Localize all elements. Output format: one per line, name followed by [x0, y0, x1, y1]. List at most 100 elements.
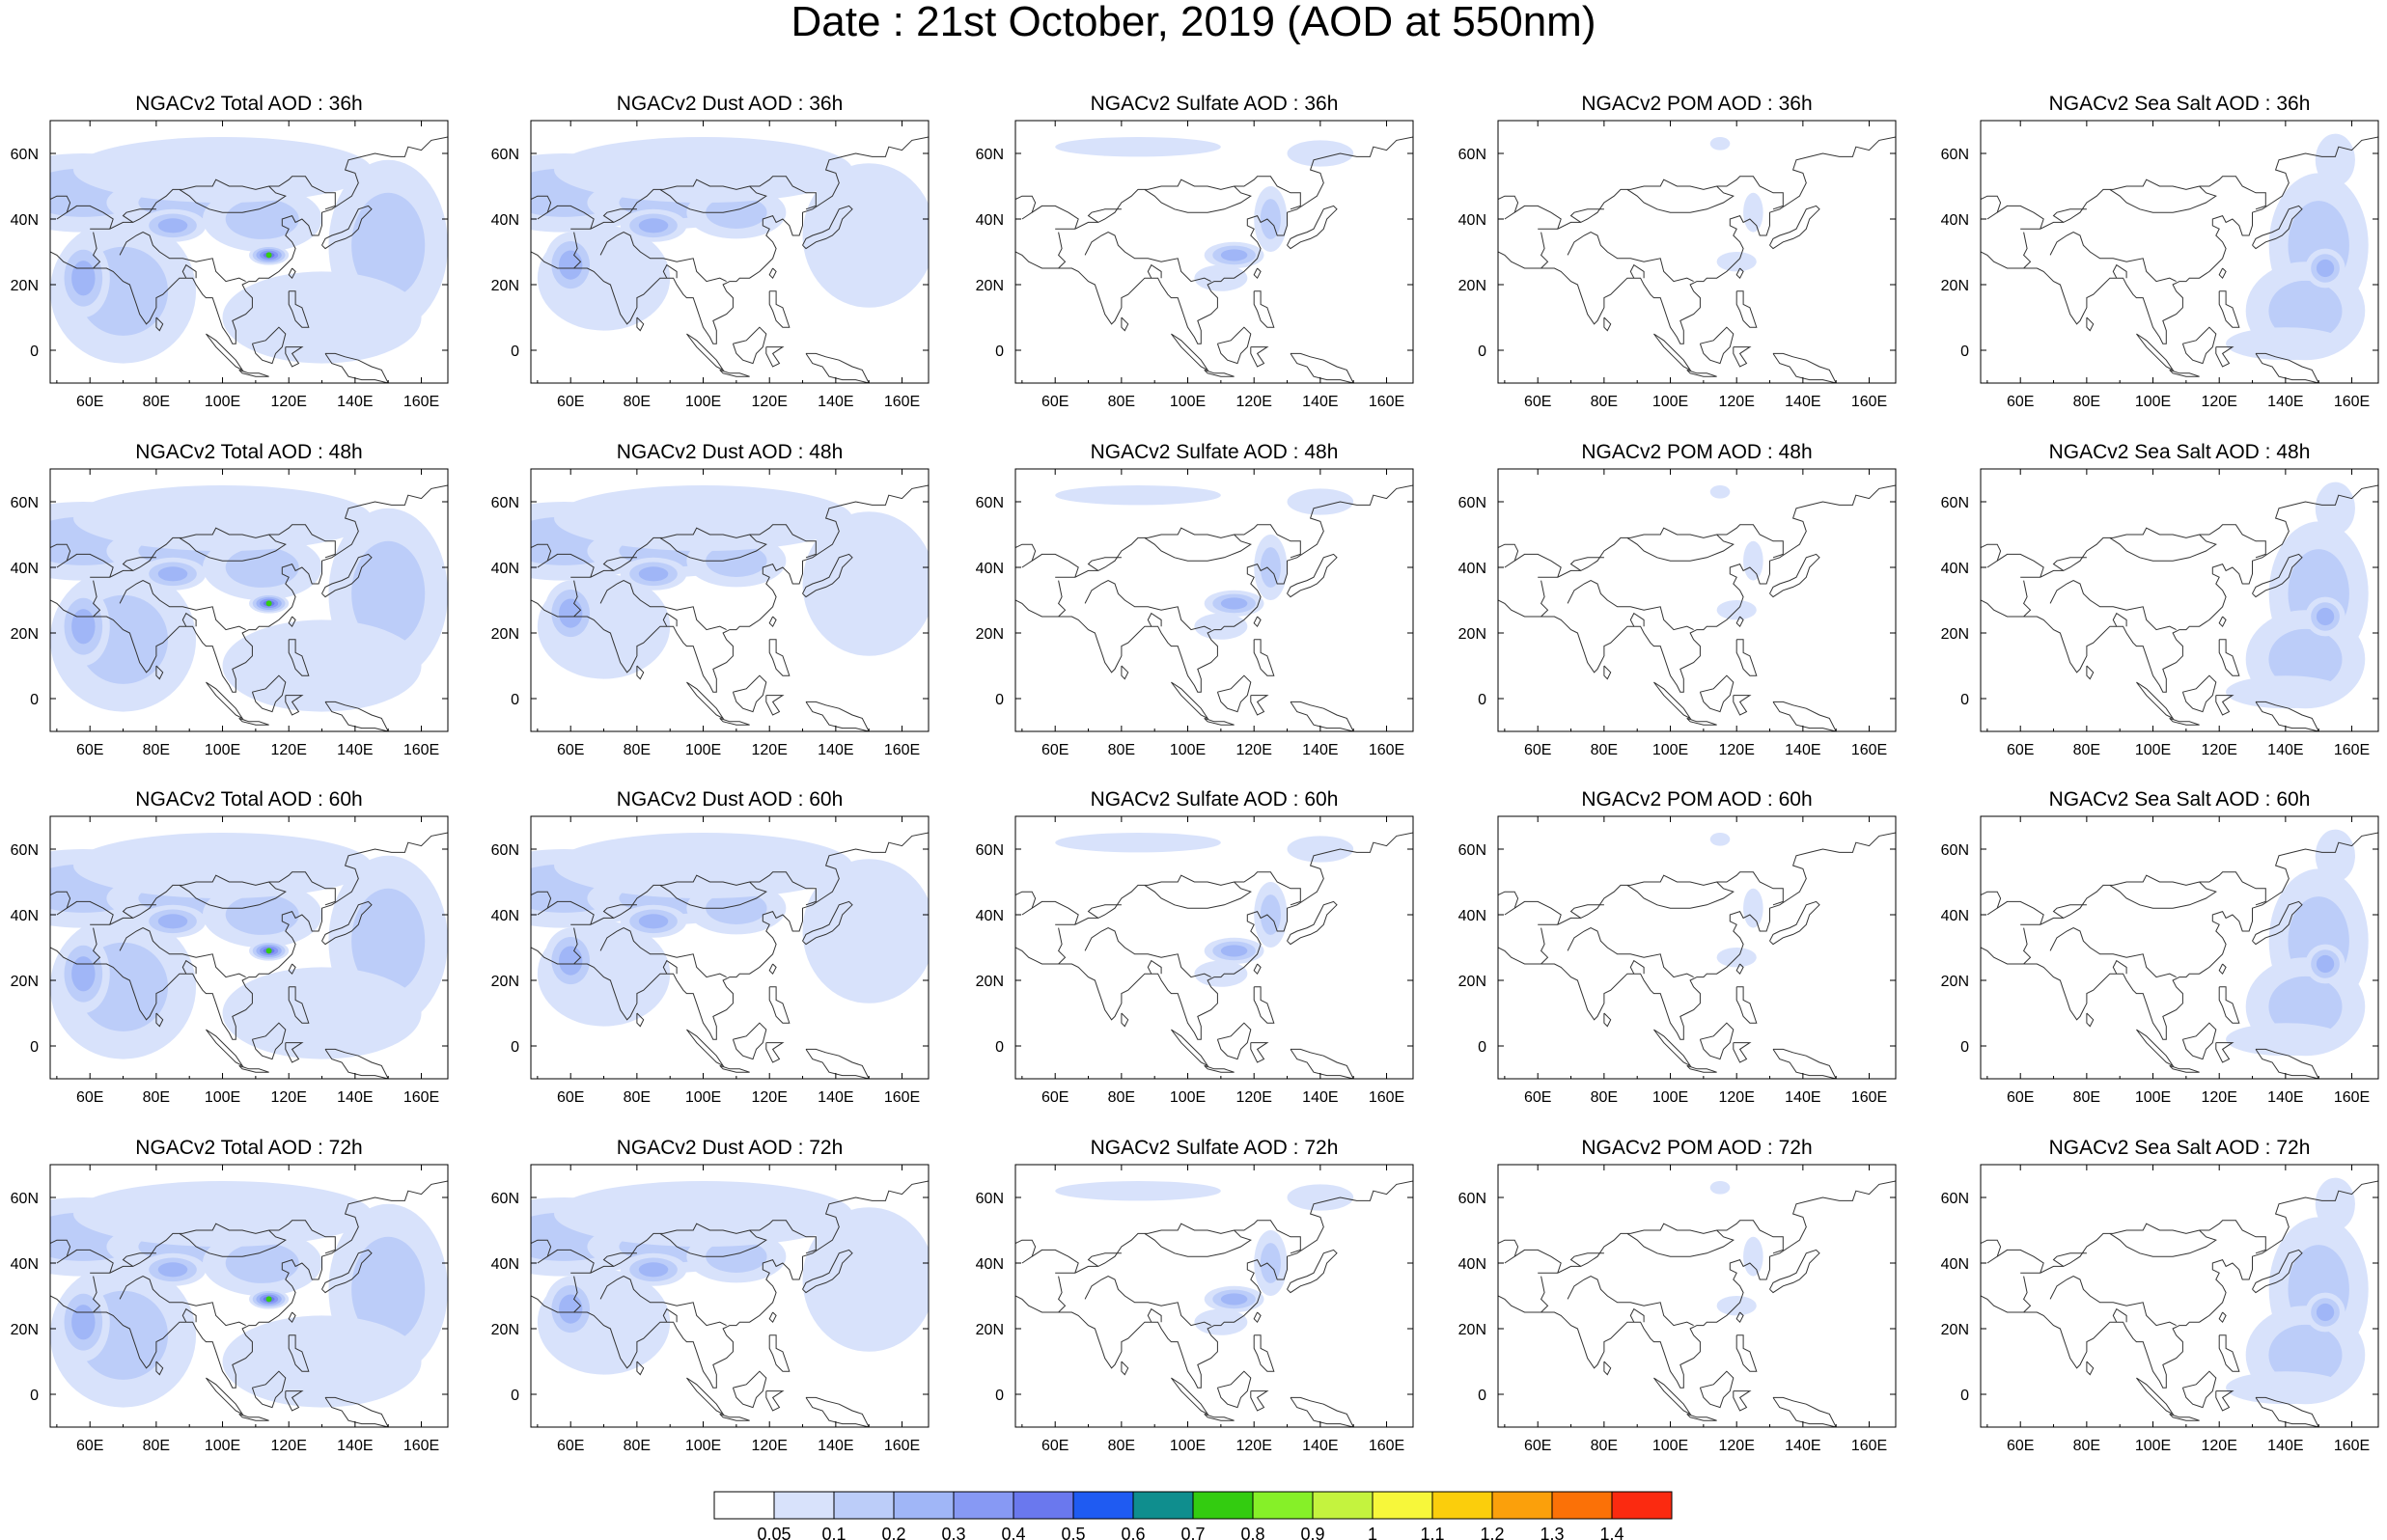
- coastline-path: [1253, 616, 1262, 628]
- x-tick-label: 120E: [1236, 1089, 1272, 1106]
- panel-title: NGACv2 Sea Salt AOD : 72h: [2049, 1137, 2311, 1159]
- coastline-path: [1287, 553, 1338, 598]
- coastline-path: [285, 695, 304, 716]
- coastline-path: [1733, 1390, 1752, 1412]
- coastline-path: [572, 927, 582, 965]
- coastline-path: [1538, 524, 1784, 578]
- coastline-path: [1996, 900, 2044, 925]
- coastline-path: [2086, 665, 2095, 680]
- y-tick-label: 40N: [1458, 561, 1486, 577]
- coastline-path: [686, 1029, 725, 1067]
- coastline-path: [285, 1390, 304, 1412]
- aod-contour: [1709, 485, 1731, 499]
- coastline-path: [1250, 346, 1269, 368]
- aod-contour: [2226, 675, 2345, 709]
- x-tick-label: 120E: [1236, 1438, 1272, 1454]
- y-tick-label: 0: [30, 692, 39, 708]
- x-tick-label: 60E: [1041, 742, 1069, 758]
- coastline-path: [805, 352, 870, 383]
- y-tick-label: 20N: [1458, 278, 1486, 294]
- plot-frame: [1014, 815, 1414, 1080]
- x-tick-label: 160E: [1369, 742, 1404, 758]
- coastline-path: [1629, 612, 1645, 627]
- coastline-path: [636, 665, 645, 680]
- aod-field: [1055, 137, 1354, 291]
- coastline-path: [1216, 674, 1252, 713]
- coastline-path: [802, 553, 853, 598]
- plot-frame: [530, 1164, 930, 1428]
- coastline-path: [122, 904, 156, 919]
- coastlines: [1015, 136, 1413, 383]
- coastline-path: [1772, 701, 1837, 731]
- panel-title: NGACv2 Sulfate AOD : 72h: [1091, 1137, 1339, 1159]
- x-tick-label: 60E: [1041, 394, 1069, 410]
- coastline-path: [179, 185, 287, 213]
- coastline-path: [1087, 1252, 1122, 1267]
- plot-background: [1498, 1165, 1896, 1427]
- coastline-path: [1686, 1413, 1717, 1421]
- y-tick-label: 40N: [1458, 908, 1486, 924]
- panel-title: NGACv2 Sulfate AOD : 48h: [1091, 441, 1339, 463]
- coastline-path: [206, 333, 244, 371]
- x-tick-label: 120E: [2202, 1089, 2237, 1106]
- coastline-path: [1084, 927, 1211, 978]
- x-tick-label: 160E: [2334, 1089, 2370, 1106]
- coastline-path: [122, 208, 156, 223]
- coastline-path: [531, 543, 552, 568]
- aod-peak: [265, 1296, 272, 1303]
- coastline-path: [2169, 717, 2200, 726]
- x-tick-label: 160E: [884, 1438, 920, 1454]
- plot-frame: [49, 1164, 449, 1428]
- x-tick-label: 80E: [2073, 394, 2100, 410]
- coastline-path: [181, 612, 197, 627]
- y-tick-label: 0: [1478, 1039, 1486, 1056]
- coastline-path: [2252, 900, 2303, 946]
- plot-frame: [1497, 1164, 1897, 1428]
- x-tick-label: 140E: [1302, 1438, 1338, 1454]
- aod-peak: [265, 948, 272, 954]
- x-tick-label: 60E: [1524, 394, 1551, 410]
- aod-contour: [1287, 488, 1354, 515]
- y-tick-label: 20N: [11, 974, 39, 990]
- map-panel: NGACv2 Sulfate AOD : 48h 60E 80E 100E 120E 14…: [976, 441, 1414, 758]
- coastline-path: [768, 616, 777, 628]
- coastline-path: [636, 1361, 645, 1376]
- coastline-path: [179, 1229, 287, 1257]
- coastline-path: [659, 1229, 767, 1257]
- y-tick-label: 60N: [1458, 1191, 1486, 1207]
- coastline-path: [1498, 543, 1519, 568]
- coastline-path: [1513, 900, 1562, 925]
- x-tick-label: 140E: [818, 394, 853, 410]
- coastline-path: [122, 1252, 156, 1267]
- y-tick-label: 40N: [1458, 1256, 1486, 1273]
- aod-field: [2226, 829, 2369, 1057]
- coastline-path: [2136, 333, 2175, 371]
- coastline-path: [288, 1311, 296, 1324]
- coastline-path: [50, 832, 448, 1040]
- x-tick-label: 140E: [1302, 394, 1338, 410]
- coastline-path: [1057, 232, 1067, 269]
- x-tick-label: 80E: [624, 742, 651, 758]
- coastline-path: [66, 553, 114, 578]
- coastline-path: [2020, 176, 2266, 230]
- coastline-path: [1733, 1042, 1752, 1063]
- coastline-path: [251, 1022, 287, 1060]
- coastline-path: [1171, 333, 1209, 371]
- coastline-path: [662, 1307, 678, 1323]
- coastline-path: [1015, 832, 1413, 1040]
- x-tick-label: 160E: [1851, 1438, 1887, 1454]
- x-tick-label: 60E: [76, 394, 103, 410]
- aod-field: [1709, 1181, 1763, 1316]
- y-tick-label: 0: [1960, 1039, 1969, 1056]
- coastline-path: [662, 959, 678, 975]
- x-tick-label: 120E: [1719, 394, 1755, 410]
- coastline-path: [1290, 1396, 1354, 1427]
- coastline-path: [1629, 263, 1645, 279]
- coastline-path: [1498, 1239, 1519, 1264]
- x-tick-label: 140E: [2267, 1089, 2303, 1106]
- y-tick-label: 60N: [1941, 842, 1969, 859]
- aod-contour: [2268, 976, 2343, 1037]
- plot-background: [1498, 469, 1896, 731]
- coastline-path: [285, 1042, 304, 1063]
- coastline-path: [1171, 681, 1209, 720]
